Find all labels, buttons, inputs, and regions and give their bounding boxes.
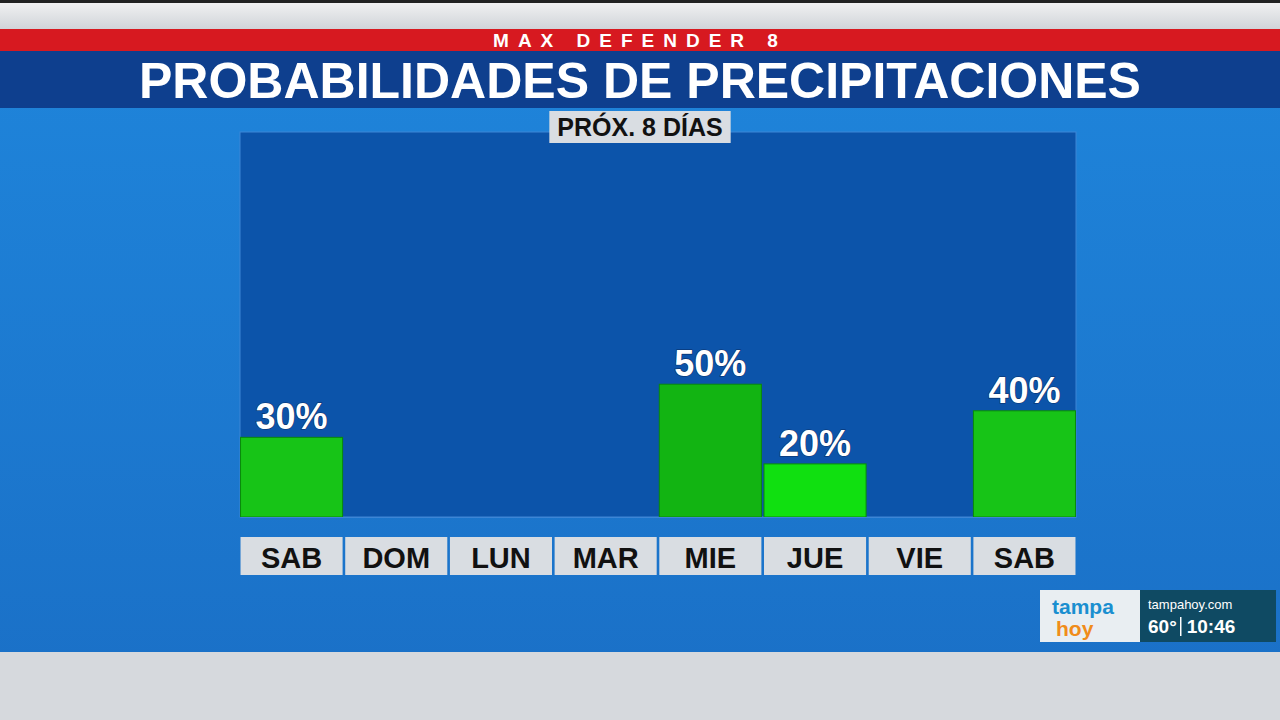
x-tick-label: MAR xyxy=(573,542,639,574)
logo-text: tampa xyxy=(1052,595,1114,618)
logo-text: hoy xyxy=(1056,617,1094,640)
x-tick: LUN xyxy=(471,517,531,574)
title-bar xyxy=(0,51,1280,108)
data-label: 50% xyxy=(674,343,746,384)
x-tick: SAB xyxy=(994,517,1055,574)
category-box xyxy=(555,537,657,575)
x-tick-label: SAB xyxy=(261,542,322,574)
x-tick: VIE xyxy=(896,517,943,574)
top-edge xyxy=(0,0,1280,3)
logo-box xyxy=(1040,590,1140,642)
bar xyxy=(764,464,866,517)
x-tick: DOM xyxy=(362,517,430,574)
bar xyxy=(241,437,343,517)
bar xyxy=(659,384,761,517)
time: 10:46 xyxy=(1187,616,1236,637)
website: tampahoy.com xyxy=(1148,597,1232,612)
bars xyxy=(241,384,1076,517)
x-tick: JUE xyxy=(787,517,843,574)
separator xyxy=(1180,617,1182,636)
category-box xyxy=(659,537,761,575)
subtitle-box xyxy=(549,111,730,143)
x-tick-label: LUN xyxy=(471,542,531,574)
category-box xyxy=(869,537,971,575)
bar xyxy=(973,411,1075,517)
broadcast-frame: MAX DEFENDER 8PROBABILIDADES DE PRECIPIT… xyxy=(0,0,1280,720)
top-strip xyxy=(0,0,1280,30)
x-tick: SAB xyxy=(261,517,322,574)
chart-title: PROBABILIDADES DE PRECIPITACIONES xyxy=(139,53,1141,109)
category-box xyxy=(345,537,447,575)
category-boxes xyxy=(241,537,1076,575)
station-box xyxy=(1040,590,1276,642)
data-label: 40% xyxy=(988,370,1060,411)
banner-bar xyxy=(0,29,1280,51)
x-tick: MIE xyxy=(685,517,737,574)
category-box xyxy=(450,537,552,575)
background xyxy=(0,0,1280,720)
bottom-strip xyxy=(0,652,1280,720)
x-tick-label: VIE xyxy=(896,542,943,574)
category-box xyxy=(973,537,1075,575)
x-axis: SAB DOM LUN MAR MIE JUE VIE SAB xyxy=(241,517,1077,574)
plot-area xyxy=(240,132,1076,517)
data-labels: 30% 50% 20% 40% xyxy=(256,343,1061,464)
temperature: 60° xyxy=(1148,616,1177,637)
x-tick-label: JUE xyxy=(787,542,843,574)
x-tick-label: DOM xyxy=(362,542,430,574)
data-label: 30% xyxy=(256,396,328,437)
x-tick: MAR xyxy=(573,517,639,574)
chart-subtitle: PRÓX. 8 DÍAS xyxy=(557,112,722,141)
category-box xyxy=(764,537,866,575)
banner: MAX DEFENDER 8 xyxy=(493,30,787,51)
x-tick-label: SAB xyxy=(994,542,1055,574)
x-axis-line xyxy=(241,517,1077,518)
x-tick-label: MIE xyxy=(685,542,737,574)
data-label: 20% xyxy=(779,423,851,464)
category-box xyxy=(241,537,343,575)
station-bug: tampahoy tampahoy.com 60° 10:46 xyxy=(1040,590,1276,642)
